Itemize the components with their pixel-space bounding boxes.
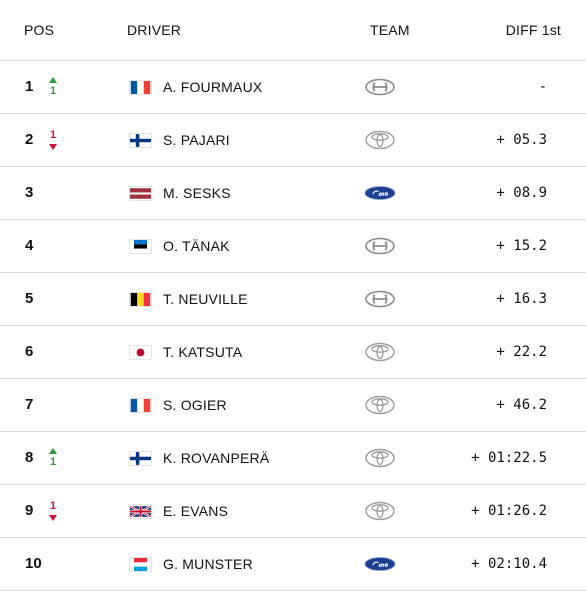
driver-name[interactable]: G. MUNSTER — [163, 556, 253, 572]
flag-fi-icon — [129, 451, 152, 466]
table-row[interactable]: 6 T. KATSUTA + 22.2 — [0, 326, 586, 379]
hyundai-logo-icon — [364, 288, 396, 310]
table-row[interactable]: 10 G. MUNSTER + 02:10.4 — [0, 538, 586, 591]
position-change-value: 1 — [49, 129, 57, 141]
position-change-value: 1 — [49, 456, 57, 468]
ford-logo-icon — [364, 553, 396, 575]
flag-fi-icon — [129, 133, 152, 148]
position-number: 3 — [25, 184, 34, 201]
toyota-logo-icon — [364, 394, 396, 416]
column-header-driver[interactable]: DRIVER — [127, 22, 182, 38]
toyota-logo-icon — [364, 129, 396, 151]
position-change-up: 1 — [46, 77, 60, 97]
position-change-value: 1 — [49, 500, 57, 512]
table-row[interactable]: 8 1 K. ROVANPERÄ + 01:22.5 — [0, 432, 586, 485]
table-body: 1 1 A. FOURMAUX - 2 1 S. PAJARI + 05.3 3 M. SESKS… — [0, 61, 586, 591]
hyundai-logo-icon — [364, 235, 396, 257]
driver-name[interactable]: T. NEUVILLE — [163, 291, 248, 307]
time-diff: - — [538, 79, 547, 95]
driver-name[interactable]: T. KATSUTA — [163, 344, 243, 360]
time-diff: + 05.3 — [496, 132, 547, 148]
time-diff: + 02:10.4 — [471, 556, 547, 572]
table-row[interactable]: 5 T. NEUVILLE + 16.3 — [0, 273, 586, 326]
position-number: 7 — [25, 396, 34, 413]
time-diff: + 08.9 — [496, 185, 547, 201]
driver-name[interactable]: S. PAJARI — [163, 132, 230, 148]
position-number: 10 — [25, 555, 42, 572]
flag-jp-icon — [129, 345, 152, 360]
time-diff: + 16.3 — [496, 291, 547, 307]
table-row[interactable]: 4 O. TÄNAK + 15.2 — [0, 220, 586, 273]
table-header: POS DRIVER TEAM DIFF 1st — [0, 0, 586, 61]
column-header-pos[interactable]: POS — [24, 22, 55, 38]
toyota-logo-icon — [364, 341, 396, 363]
arrow-down-icon — [49, 144, 57, 150]
arrow-down-icon — [49, 515, 57, 521]
flag-gb-icon — [129, 504, 152, 519]
flag-lu-icon — [129, 557, 152, 572]
driver-name[interactable]: A. FOURMAUX — [163, 79, 263, 95]
hyundai-logo-icon — [364, 76, 396, 98]
position-number: 6 — [25, 343, 34, 360]
flag-fr-icon — [129, 398, 152, 413]
position-number: 1 — [25, 78, 34, 95]
position-number: 4 — [25, 237, 34, 254]
position-number: 2 — [25, 131, 34, 148]
driver-name[interactable]: S. OGIER — [163, 397, 227, 413]
table-row[interactable]: 2 1 S. PAJARI + 05.3 — [0, 114, 586, 167]
toyota-logo-icon — [364, 500, 396, 522]
flag-lv-icon — [129, 186, 152, 201]
column-header-team[interactable]: TEAM — [370, 22, 410, 38]
position-number: 8 — [25, 449, 34, 466]
flag-be-icon — [129, 292, 152, 307]
time-diff: + 01:22.5 — [471, 450, 547, 466]
driver-name[interactable]: E. EVANS — [163, 503, 229, 519]
time-diff: + 46.2 — [496, 397, 547, 413]
driver-name[interactable]: M. SESKS — [163, 185, 231, 201]
table-row[interactable]: 3 M. SESKS + 08.9 — [0, 167, 586, 220]
table-row[interactable]: 9 1 E. EVANS + 01:26.2 — [0, 485, 586, 538]
time-diff: + 01:26.2 — [471, 503, 547, 519]
flag-fr-icon — [129, 80, 152, 95]
ford-logo-icon — [364, 182, 396, 204]
arrow-up-icon — [49, 77, 57, 83]
position-number: 9 — [25, 502, 34, 519]
flag-ee-icon — [129, 239, 152, 254]
table-row[interactable]: 1 1 A. FOURMAUX - — [0, 61, 586, 114]
position-change-down: 1 — [46, 501, 60, 521]
position-change-value: 1 — [49, 85, 57, 97]
table-row[interactable]: 7 S. OGIER + 46.2 — [0, 379, 586, 432]
driver-name[interactable]: O. TÄNAK — [163, 238, 230, 254]
column-header-diff[interactable]: DIFF 1st — [505, 22, 561, 38]
position-number: 5 — [25, 290, 34, 307]
position-change-up: 1 — [46, 448, 60, 468]
time-diff: + 15.2 — [496, 238, 547, 254]
arrow-up-icon — [49, 448, 57, 454]
driver-name[interactable]: K. ROVANPERÄ — [163, 450, 270, 466]
toyota-logo-icon — [364, 447, 396, 469]
time-diff: + 22.2 — [496, 344, 547, 360]
position-change-down: 1 — [46, 130, 60, 150]
